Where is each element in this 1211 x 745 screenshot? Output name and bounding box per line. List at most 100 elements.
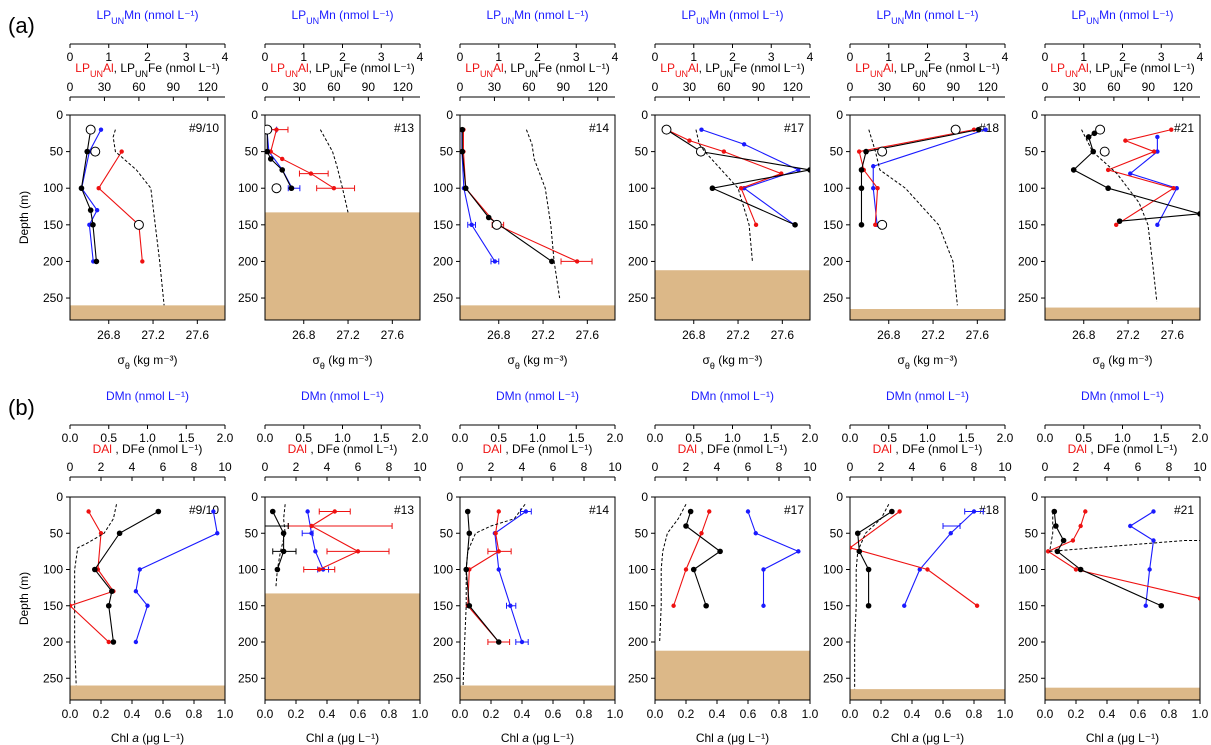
top-tick-label: 4 xyxy=(807,50,814,64)
depth-tick-label: 250 xyxy=(43,291,63,305)
series-group xyxy=(460,126,593,299)
top-tick-label: 4 xyxy=(612,50,619,64)
fe-series-line xyxy=(666,129,810,226)
bottom-tick-label: 26.8 xyxy=(487,328,511,342)
fe-point xyxy=(265,148,271,155)
mn-point xyxy=(523,509,529,514)
mn-series-line xyxy=(135,511,218,643)
mn-point xyxy=(871,186,876,191)
bottom-tick-label: 26.8 xyxy=(97,328,121,342)
al-series-line xyxy=(310,511,360,570)
depth-tick-label: 200 xyxy=(43,635,63,649)
mid-tick-label: 0 xyxy=(67,80,74,94)
mid-axis-label: DAl , DFe (nmol L⁻¹) xyxy=(1068,442,1178,456)
panel-label-b: (b) xyxy=(8,395,35,420)
mid-tick-label: 120 xyxy=(393,80,413,94)
top-axis-label: DMn (nmol L⁻¹) xyxy=(886,389,969,403)
top-tick-label: 1.5 xyxy=(568,431,585,445)
depth-tick-label: 250 xyxy=(238,291,258,305)
sigma-theta-line xyxy=(319,129,349,213)
mid-tick-label: 90 xyxy=(1142,80,1156,94)
top-tick-label: 0 xyxy=(652,50,659,64)
al-point xyxy=(1073,567,1079,572)
mid-tick-label: 2 xyxy=(293,460,300,474)
bottom-tick-label: 0.6 xyxy=(155,707,172,721)
bottom-tick-label: 0.2 xyxy=(483,707,500,721)
mid-tick-label: 30 xyxy=(1073,80,1087,94)
seafloor xyxy=(70,305,225,320)
al-point xyxy=(721,149,727,154)
plot-frame xyxy=(849,114,1006,321)
fe-open-point xyxy=(695,146,706,157)
top-tick-label: 0.5 xyxy=(100,431,117,445)
depth-tick-label: 200 xyxy=(823,635,843,649)
fe-point xyxy=(1105,185,1111,192)
fe-point xyxy=(858,185,865,192)
depth-tick-label: 250 xyxy=(823,291,843,305)
depth-tick-label: 150 xyxy=(43,218,63,232)
mn-point xyxy=(917,567,922,572)
depth-tick-label: 0 xyxy=(1031,108,1038,122)
bottom-tick-label: 0.4 xyxy=(124,707,141,721)
seafloor xyxy=(1045,687,1200,700)
depth-tick-label: 150 xyxy=(43,599,63,613)
depth-tick-label: 100 xyxy=(628,563,648,577)
mn-point xyxy=(309,531,314,536)
mid-tick-label: 2 xyxy=(1073,460,1080,474)
bottom-tick-label: 0.0 xyxy=(452,707,469,721)
depth-tick-label: 250 xyxy=(1018,671,1038,685)
al-point xyxy=(496,549,501,554)
bottom-tick-label: 0.8 xyxy=(576,707,593,721)
depth-tick-label: 200 xyxy=(43,254,63,268)
chart-panel-a-3: 0 1 2 3 4 LPUNMn (nmol L⁻¹) 0 30 60 90 120LPUNAl, … xyxy=(433,8,619,371)
al-point xyxy=(308,171,314,176)
top-tick-label: 2.0 xyxy=(802,431,819,445)
mn-point xyxy=(1128,523,1133,529)
fe-point xyxy=(92,566,98,573)
mid-tick-label: 60 xyxy=(717,80,731,94)
al-point xyxy=(332,509,337,514)
mn-point xyxy=(305,509,310,514)
al-point xyxy=(106,639,111,645)
chart-panel-a-4: 0 1 2 3 4 LPUNMn (nmol L⁻¹) 0 30 60 90 120LPUNAl, … xyxy=(628,8,814,371)
mid-tick-label: 60 xyxy=(132,80,146,94)
seafloor xyxy=(460,685,615,700)
al-point xyxy=(873,222,878,228)
top-tick-label: 1 xyxy=(1080,50,1087,64)
mn-point xyxy=(745,509,751,514)
fe-point xyxy=(690,566,697,573)
top-tick-label: 3 xyxy=(183,50,190,64)
mn-point xyxy=(496,567,501,572)
bottom-tick-label: 0.4 xyxy=(904,707,921,721)
depth-tick-label: 250 xyxy=(43,671,63,685)
mn-series-line xyxy=(307,511,324,570)
bottom-tick-label: 27.6 xyxy=(1161,328,1185,342)
al-point xyxy=(1105,167,1111,173)
fe-point xyxy=(460,148,466,155)
fe-point xyxy=(703,602,709,609)
sigma-theta-line xyxy=(525,129,561,299)
depth-tick-label: 50 xyxy=(50,145,64,159)
fe-point xyxy=(549,258,555,265)
series-group xyxy=(1070,124,1200,302)
seafloor xyxy=(1045,307,1200,320)
series-group xyxy=(856,124,988,306)
mid-tick-label: 8 xyxy=(191,460,198,474)
mid-tick-label: 90 xyxy=(362,80,376,94)
fe-point xyxy=(1060,537,1067,544)
top-tick-label: 0.0 xyxy=(1037,431,1054,445)
fe-point xyxy=(105,602,112,609)
al-point xyxy=(331,186,337,191)
top-tick-label: 3 xyxy=(768,50,775,64)
fe-point xyxy=(464,508,471,515)
mid-tick-label: 120 xyxy=(588,80,608,94)
al-series-line xyxy=(1046,511,1200,600)
depth-tick-label: 150 xyxy=(238,218,258,232)
fe-point xyxy=(975,126,982,133)
al-point xyxy=(280,156,285,162)
mn-point xyxy=(971,509,977,514)
mn-point xyxy=(1151,509,1156,514)
al-point xyxy=(86,509,91,514)
fe-point xyxy=(462,185,469,192)
bottom-tick-label: 0.0 xyxy=(1037,707,1054,721)
